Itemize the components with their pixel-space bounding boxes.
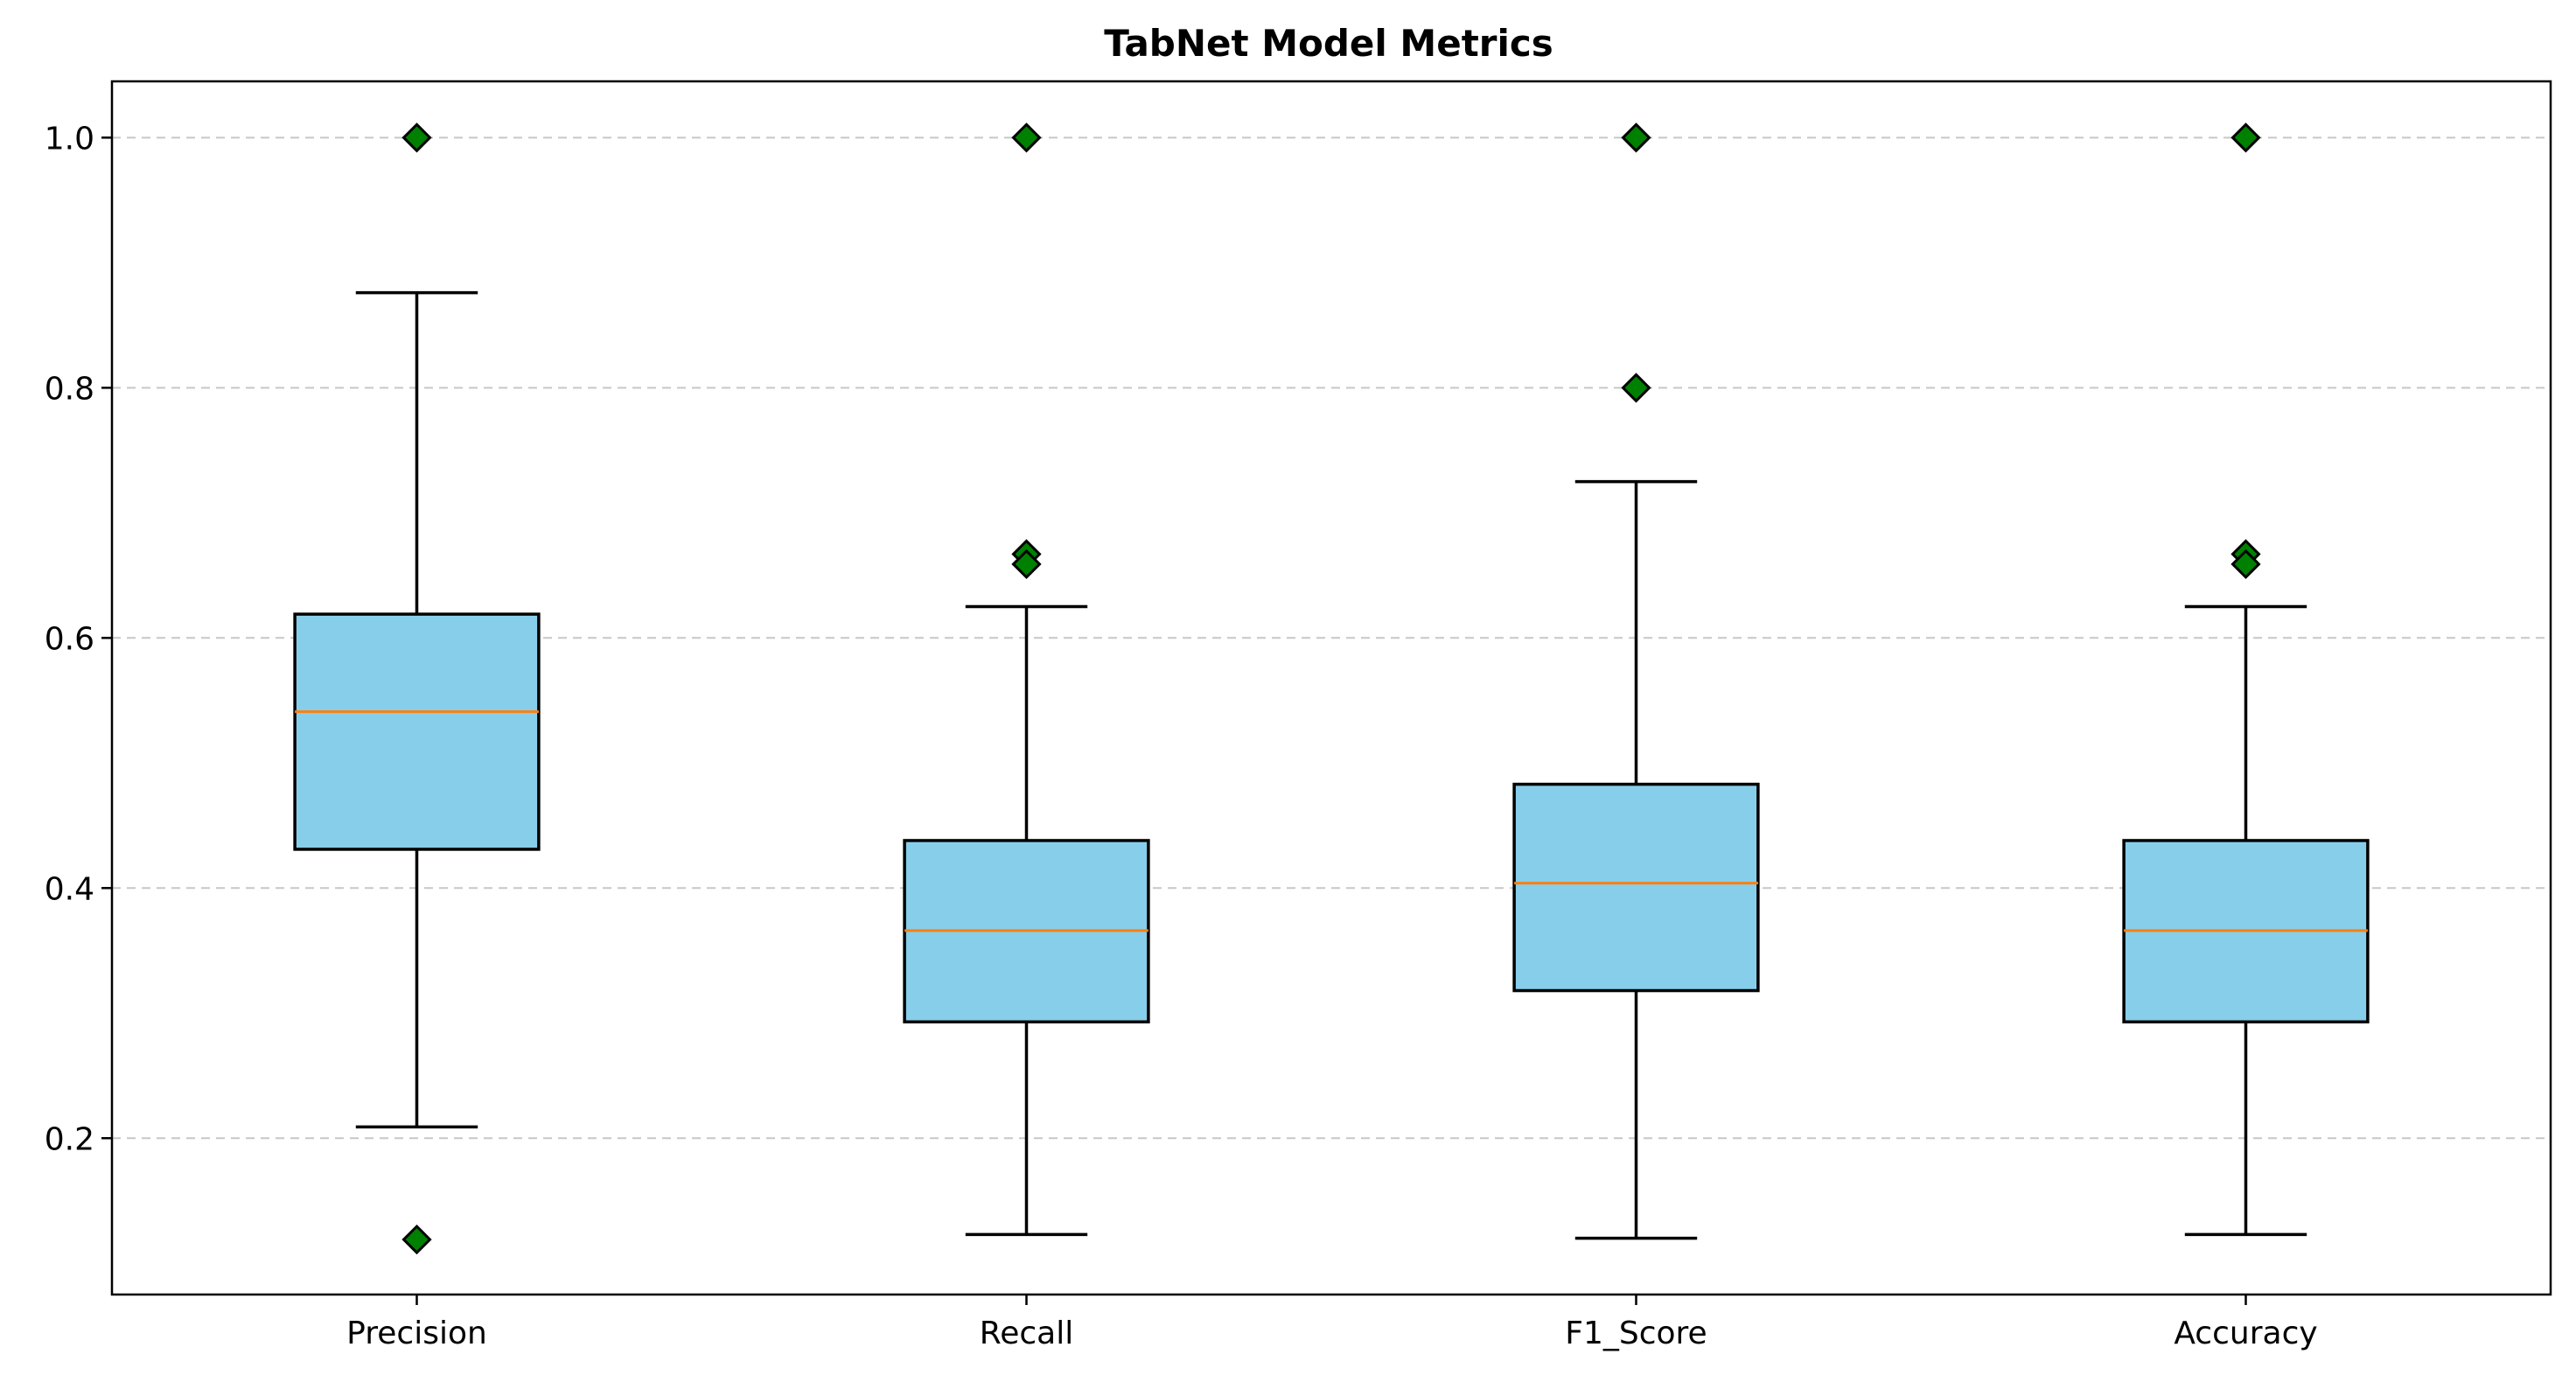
axis-layer: 0.2 0.4 0.6 0.8 1.0 Precision Recall F1_Score Ac…: [45, 80, 2552, 1351]
outlier-point: [1621, 373, 1651, 403]
y-tick-label: 0.2: [45, 1121, 94, 1157]
outlier-point: [401, 1224, 432, 1255]
outlier-point: [2230, 548, 2261, 580]
box-group-recall: [903, 122, 1150, 1237]
y-tick-label: 1.0: [45, 121, 94, 157]
plot-frame: [110, 80, 2552, 1296]
x-tick-label: Recall: [980, 1316, 1073, 1351]
x-tick-label: Precision: [346, 1316, 487, 1351]
box-group-precision: [293, 122, 541, 1255]
outlier-point: [1011, 548, 1042, 580]
outlier-point: [401, 122, 432, 153]
box-group-f1_score: [1512, 122, 1760, 1240]
y-tick-label: 0.6: [45, 621, 94, 657]
box-layer: [293, 122, 2370, 1255]
y-tick-label: 0.4: [45, 871, 94, 907]
iqr-box: [1512, 782, 1760, 993]
outlier-point: [2230, 122, 2261, 153]
y-tick-label: 0.8: [45, 371, 94, 407]
x-tick-label: F1_Score: [1565, 1316, 1707, 1351]
x-tick-label: Accuracy: [2174, 1316, 2317, 1351]
iqr-box: [293, 612, 541, 851]
outlier-point: [1011, 122, 1042, 153]
box-group-accuracy: [2122, 122, 2370, 1237]
chart-title: TabNet Model Metrics: [1104, 22, 1553, 65]
outlier-point: [1621, 122, 1651, 153]
